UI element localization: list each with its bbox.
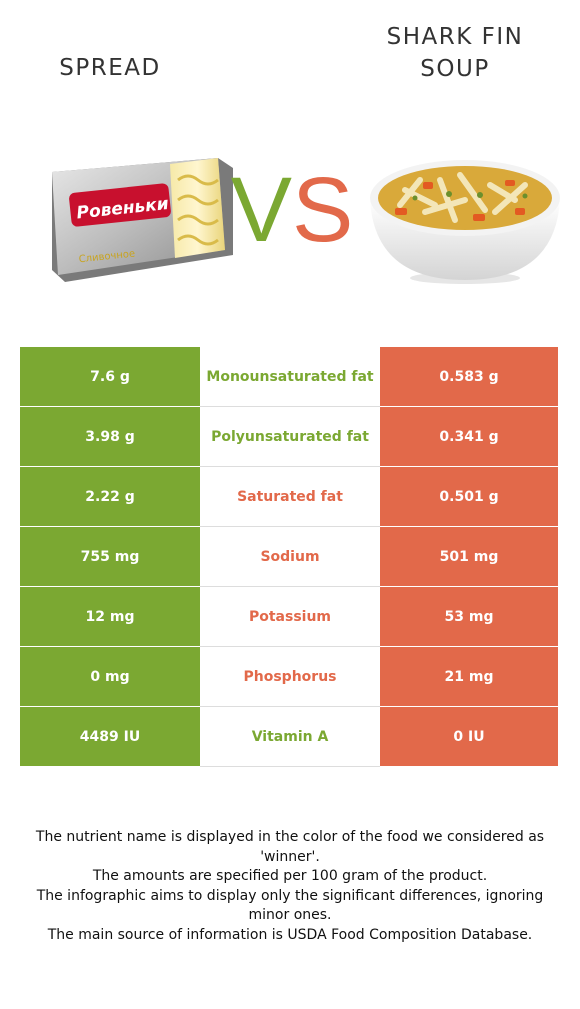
table-row: 7.6 g Monounsaturated fat 0.583 g: [20, 347, 558, 407]
vs-label: VS: [230, 159, 354, 261]
note-data-source: The main source of information is USDA F…: [47, 926, 533, 943]
soup-value: 0.583 g: [380, 347, 558, 407]
spread-value: 4489 IU: [20, 706, 200, 767]
soup-bowl-image: [370, 160, 560, 284]
soup-value: 21 mg: [380, 646, 558, 707]
soup-value: 0 IU: [380, 706, 558, 767]
table-row: 2.22 g Saturated fat 0.501 g: [20, 466, 558, 527]
soup-value: 501 mg: [380, 526, 558, 587]
nutrient-name: Polyunsaturated fat: [200, 406, 380, 467]
spread-value: 0 mg: [20, 646, 200, 707]
nutrient-name: Phosphorus: [200, 646, 380, 707]
table-row: 12 mg Potassium 53 mg: [20, 586, 558, 647]
spread-value: 3.98 g: [20, 406, 200, 467]
nutrient-name: Saturated fat: [200, 466, 380, 527]
nutrient-name: Vitamin A: [200, 706, 380, 767]
nutrient-name: Sodium: [200, 526, 380, 587]
right-food-title: SHARK FIN SOUP: [386, 24, 524, 82]
soup-value: 53 mg: [380, 586, 558, 647]
comparison-table: 7.6 g Monounsaturated fat 0.583 g 3.98 g Pol…: [20, 347, 558, 767]
spread-value: 2.22 g: [20, 466, 200, 527]
left-food-title: SPREAD: [59, 55, 161, 81]
spread-value: 755 mg: [20, 526, 200, 587]
note-winner-color: The nutrient name is displayed in the co…: [35, 829, 545, 865]
table-row: 0 mg Phosphorus 21 mg: [20, 646, 558, 707]
note-per-100g: The amounts are specified per 100 gram o…: [92, 868, 488, 884]
nutrient-name: Monounsaturated fat: [200, 347, 380, 407]
footnotes: The nutrient name is displayed in the co…: [25, 828, 555, 945]
note-significant-differences: The infographic aims to display only the…: [36, 887, 544, 924]
nutrient-name: Potassium: [200, 586, 380, 647]
table-row: 3.98 g Polyunsaturated fat 0.341 g: [20, 406, 558, 467]
soup-value: 0.501 g: [380, 466, 558, 527]
table-row: 755 mg Sodium 501 mg: [20, 526, 558, 587]
spread-value: 7.6 g: [20, 347, 200, 407]
spread-package-image: Ровеньки Сливочное: [52, 158, 233, 282]
soup-value: 0.341 g: [380, 406, 558, 467]
spread-value: 12 mg: [20, 586, 200, 647]
